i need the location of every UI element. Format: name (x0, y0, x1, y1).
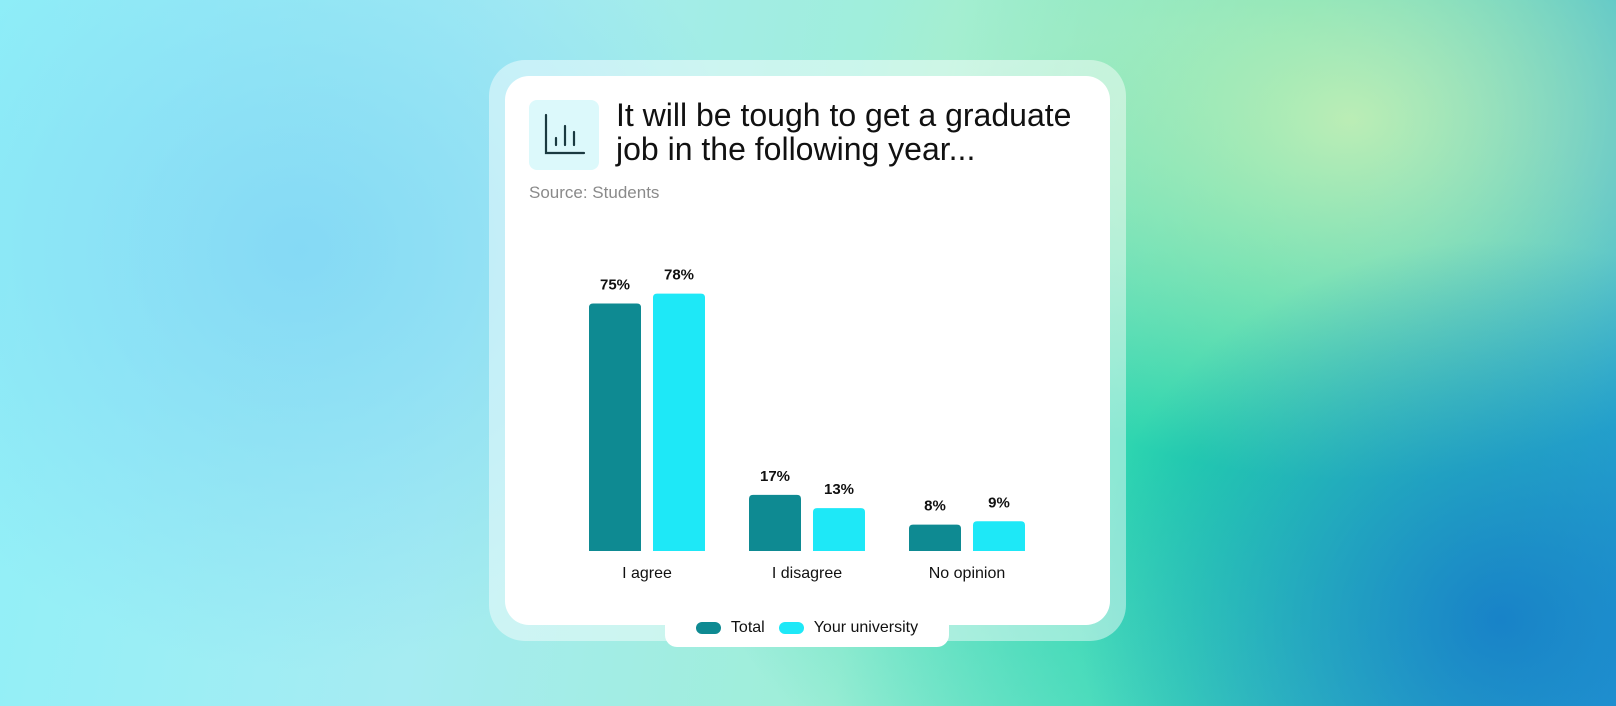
value-label: 9% (988, 494, 1010, 511)
value-label: 78% (664, 267, 694, 284)
bar (589, 303, 641, 551)
bar (813, 508, 865, 551)
value-label: 17% (760, 468, 790, 485)
bar (973, 521, 1025, 551)
bar (749, 494, 801, 551)
icon-graphic (544, 113, 586, 155)
chart: I agree 75% 78% I disagree 17% 13% No opinion 8… (589, 267, 1025, 582)
legend: Total Your university (665, 608, 949, 647)
bar (653, 293, 705, 551)
legend-swatch (778, 621, 804, 634)
bar (909, 524, 961, 551)
x-tick-label: I disagree (772, 565, 842, 582)
legend-label: Your university (813, 618, 919, 636)
legend-swatch (695, 621, 721, 634)
chart-title: It will be tough to get a graduate job i… (616, 97, 1072, 167)
legend-item: Total (695, 618, 765, 637)
chart-icon (529, 100, 599, 170)
legend-item: Your university (778, 618, 919, 637)
value-label: 13% (824, 481, 854, 498)
value-label: 75% (600, 277, 630, 294)
chart-subtitle: Source: Students (529, 183, 660, 202)
x-tick-label: No opinion (929, 565, 1006, 582)
value-label: 8% (924, 498, 946, 515)
x-tick-label: I agree (622, 565, 672, 582)
legend-label: Total (730, 618, 765, 636)
